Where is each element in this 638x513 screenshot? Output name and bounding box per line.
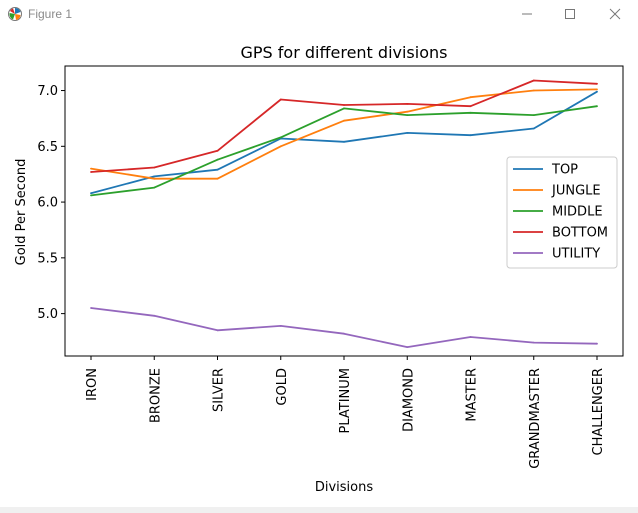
legend-label-middle: MIDDLE [552, 205, 603, 220]
data-point-jungle [532, 89, 535, 92]
data-point-bottom [343, 104, 345, 106]
legend-label-jungle: JUNGLE [551, 184, 601, 199]
matplotlib-app-icon [8, 7, 22, 21]
y-tick-label: 6.0 [37, 196, 58, 211]
close-button[interactable] [592, 0, 638, 28]
x-tick-label-master: MASTER [465, 368, 480, 422]
maximize-icon [565, 9, 575, 19]
data-point-bottom [216, 149, 219, 152]
data-point-utility [596, 342, 598, 345]
data-point-bottom [406, 103, 409, 105]
x-tick-label-diamond: DIAMOND [401, 368, 416, 432]
data-point-middle [153, 186, 156, 189]
data-point-top [596, 90, 598, 93]
data-point-middle [216, 158, 219, 161]
data-point-bottom [596, 82, 598, 85]
x-tick-label-silver: SILVER [212, 368, 227, 412]
data-point-jungle [90, 167, 92, 170]
x-tick-label-platinum: PLATINUM [338, 368, 353, 434]
x-tick-label-grandmaster: GRANDMASTER [528, 368, 543, 469]
x-tick-label-gold: GOLD [275, 368, 290, 406]
data-point-utility [279, 325, 282, 327]
data-point-top [216, 168, 219, 171]
data-point-utility [406, 346, 409, 348]
data-point-middle [406, 114, 409, 116]
maximize-button[interactable] [547, 0, 593, 28]
x-tick-label-iron: IRON [85, 368, 100, 401]
x-tick-label-challenger: CHALLENGER [591, 368, 606, 456]
minimize-icon [522, 13, 532, 15]
data-point-top [153, 175, 156, 178]
data-point-middle [469, 111, 472, 114]
chart-title: GPS for different divisions [241, 43, 448, 62]
x-axis-ticks: IRON BRONZE SILVER GOLD PLATINUM DIAMOND MASTE… [85, 356, 606, 469]
y-axis-label: Gold Per Second [14, 159, 29, 266]
legend-label-utility: UTILITY [552, 247, 600, 262]
y-tick-label: 7.0 [37, 84, 58, 99]
legend-label-bottom: BOTTOM [552, 226, 608, 241]
legend-label-top: TOP [551, 163, 578, 178]
data-point-middle [532, 114, 535, 116]
data-point-utility [469, 336, 472, 338]
data-point-top [469, 134, 472, 137]
window-title: Figure 1 [28, 7, 73, 21]
data-point-jungle [216, 177, 219, 180]
x-axis-label: Divisions [315, 480, 374, 495]
y-axis-ticks: 5.0 5.5 6.0 6.5 7.0 [37, 84, 65, 322]
data-point-bottom [90, 171, 92, 173]
data-point-jungle [279, 145, 282, 148]
data-point-jungle [596, 88, 598, 91]
legend-box [506, 156, 618, 269]
data-point-bottom [532, 79, 535, 82]
data-point-bottom [279, 98, 282, 101]
data-point-utility [532, 341, 535, 344]
data-point-top [90, 192, 92, 195]
data-point-jungle [469, 96, 472, 99]
minimize-button[interactable] [504, 0, 550, 28]
data-point-middle [343, 107, 345, 110]
close-icon [609, 8, 621, 20]
data-point-top [343, 140, 345, 143]
data-point-utility [90, 307, 92, 309]
series-line-utility [90, 307, 598, 349]
data-point-middle [279, 136, 282, 139]
data-point-jungle [343, 119, 345, 122]
data-point-bottom [469, 105, 472, 108]
data-point-middle [596, 105, 598, 108]
window-titlebar: Figure 1 [0, 0, 638, 28]
chart-legend: TOP JUNGLE MIDDLE BOTTOM UTILITY [506, 156, 618, 269]
y-tick-label: 5.0 [37, 307, 58, 322]
data-point-utility [216, 329, 219, 332]
window-statusbar [0, 507, 638, 513]
data-point-jungle [406, 110, 409, 113]
data-point-jungle [153, 177, 156, 180]
y-tick-label: 6.5 [37, 140, 58, 155]
y-tick-label: 5.5 [37, 251, 58, 266]
data-point-top [532, 127, 535, 130]
data-point-bottom [153, 166, 156, 169]
series-layer [90, 79, 598, 349]
x-tick-label-bronze: BRONZE [148, 368, 163, 423]
data-point-utility [343, 332, 345, 335]
data-point-utility [153, 314, 156, 317]
data-point-top [406, 132, 409, 134]
data-point-middle [90, 194, 92, 197]
